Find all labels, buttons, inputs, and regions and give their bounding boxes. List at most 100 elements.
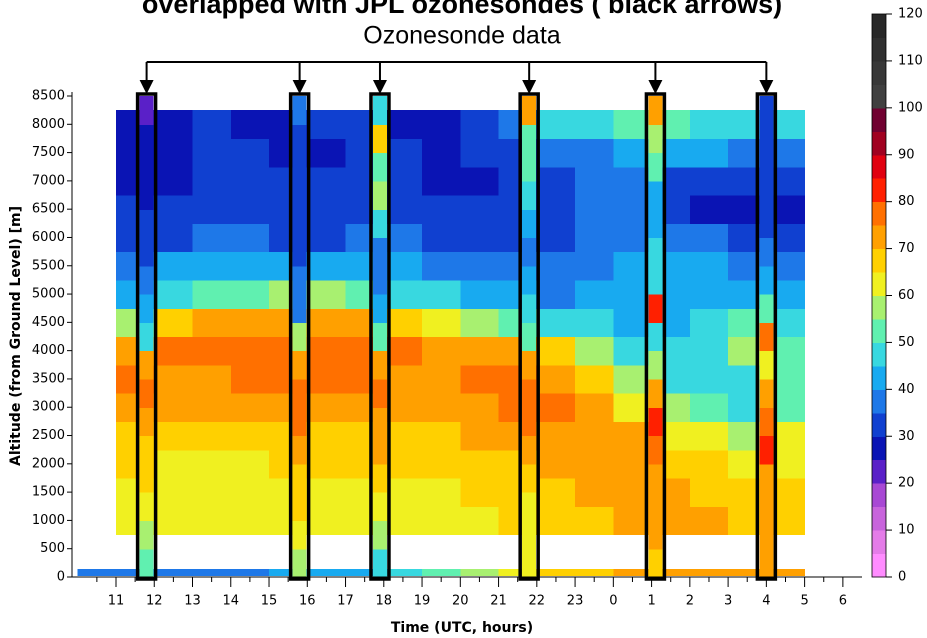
colorbar-segment [872, 342, 886, 367]
sonde-cell [139, 463, 154, 493]
heatmap-cell [460, 336, 500, 366]
sonde-cell [522, 492, 537, 522]
sonde-cell [372, 96, 387, 125]
heatmap-cell [536, 393, 576, 422]
heatmap-cell [689, 393, 729, 422]
sonde-cell [759, 124, 774, 154]
sonde-cell [139, 548, 154, 578]
heatmap-cell [689, 279, 729, 309]
heatmap-cell [192, 223, 232, 253]
sonde-cell [372, 435, 387, 465]
colorbar-tick-label: 90 [898, 147, 915, 162]
colorbar-segment [872, 131, 886, 156]
colorbar-segment [872, 389, 886, 414]
x-tick-label: 4 [762, 594, 770, 609]
sonde-cell [372, 322, 387, 352]
heatmap-cell [689, 506, 729, 536]
sonde-cell [648, 407, 663, 437]
sonde-cell [292, 407, 307, 437]
sonde-cell [522, 96, 537, 125]
sonde-cell [522, 322, 537, 352]
colorbar-segment [872, 272, 886, 296]
heatmap-cell [460, 477, 500, 507]
heatmap-cell [154, 393, 194, 422]
sonde-arrow-head [648, 80, 663, 94]
colorbar-segment [872, 295, 886, 320]
heatmap-cell [536, 336, 576, 366]
sonde-cell [139, 209, 154, 239]
sonde-cell [292, 124, 307, 154]
heatmap-cell [307, 279, 347, 309]
sonde-cell [759, 407, 774, 437]
y-tick-label: 7000 [32, 173, 65, 188]
sonde-cell [522, 294, 537, 323]
sonde-cell [759, 180, 774, 210]
heatmap-cell [460, 251, 500, 281]
heatmap-cell [154, 138, 194, 168]
heatmap-cell [192, 393, 232, 422]
colorbar-tick-label: 100 [898, 100, 923, 115]
sonde-cell [648, 265, 663, 295]
sonde-cell [292, 492, 307, 522]
heatmap-cell [575, 336, 614, 366]
heatmap-cell [689, 477, 729, 507]
y-tick-label: 0 [57, 570, 65, 585]
sonde-cell [759, 520, 774, 550]
heatmap-cell [422, 477, 461, 507]
sonde-cell [648, 237, 663, 267]
sonde-cell [648, 124, 663, 154]
heatmap-cell [422, 279, 461, 309]
sonde-cell [372, 152, 387, 182]
heatmap-cell [575, 449, 614, 479]
sonde-cell [292, 520, 307, 550]
surface-cell [689, 569, 729, 576]
heatmap-cell [689, 421, 729, 451]
heatmap-cell [307, 223, 347, 253]
colorbar-tick-label: 120 [898, 7, 923, 22]
x-tick-label: 11 [108, 594, 125, 609]
heatmap-cell [460, 138, 500, 168]
heatmap-cell [689, 336, 729, 366]
heatmap-cell [422, 110, 461, 140]
heatmap-cell [192, 449, 232, 479]
heatmap-cell [154, 110, 194, 140]
heatmap-cell [689, 251, 729, 281]
heatmap-cell [689, 223, 729, 253]
sonde-cell [522, 548, 537, 578]
sonde-cell [372, 492, 387, 522]
heatmap-cell [192, 421, 232, 451]
colorbar-segment [872, 154, 886, 179]
heatmap-cell [460, 393, 500, 422]
y-tick-label: 7500 [32, 145, 65, 160]
heatmap-cell [536, 110, 576, 140]
heatmap-cell [422, 308, 461, 338]
y-tick-label: 6500 [32, 202, 65, 217]
sonde-cell [139, 378, 154, 408]
colorbar-tick-label: 0 [898, 570, 906, 585]
x-tick-label: 0 [609, 594, 617, 609]
heatmap-cell [230, 166, 270, 196]
sonde-cell [522, 209, 537, 239]
heatmap-cell [307, 166, 347, 196]
y-tick-label: 8500 [32, 89, 65, 104]
sonde-cell [292, 322, 307, 352]
colorbar-segment [872, 201, 886, 226]
chart-title: overlapped with JPL ozonesondes ( black … [142, 0, 782, 19]
colorbar-segment [872, 14, 886, 38]
colorbar-segment [872, 107, 886, 132]
heatmap-cell [575, 110, 614, 140]
heatmap-cell [307, 477, 347, 507]
sonde-cell [648, 322, 663, 352]
heatmap-cell [536, 449, 576, 479]
heatmap-cell [575, 251, 614, 281]
sonde-cell [372, 548, 387, 578]
heatmap-cell [307, 393, 347, 422]
sonde-cell [759, 96, 774, 125]
x-axis-label: Time (UTC, hours) [391, 620, 533, 636]
x-tick-label: 1 [647, 594, 655, 609]
colorbar-segment [872, 318, 886, 343]
sonde-cell [372, 407, 387, 437]
sonde-cell [522, 350, 537, 380]
heatmap-cell [422, 138, 461, 168]
sonde-cell [759, 152, 774, 182]
